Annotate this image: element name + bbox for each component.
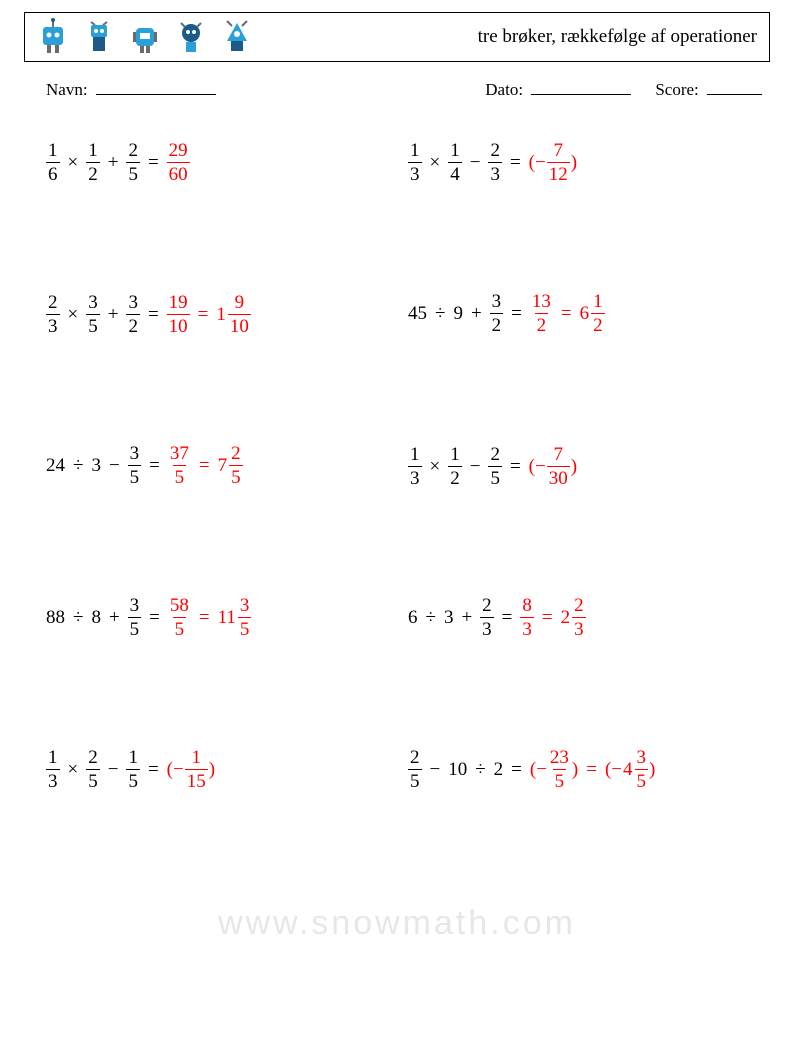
problems-grid: 16×12+25=2960 13×14−23=(−712) 23×35+32=191… [24,140,770,791]
expression: 13×25−15=(−115) [46,748,215,791]
problem-cell: 13×12−25=(−730) [408,444,770,488]
answer: 585=1135 [168,596,252,639]
problem-cell: 88÷8+35=585=1135 [46,596,408,639]
robot-e-icon [217,17,257,57]
name-label: Navn: [46,80,88,99]
worksheet-header: tre brøker, rækkefølge af operationer [24,12,770,62]
watermark: www.snowmath.com [0,904,794,943]
expression: 24÷3−35=375=725 [46,444,243,487]
robot-d-icon [171,17,211,57]
expression: 45÷9+32=132=612 [408,292,605,335]
problem-cell: 6÷3+23=83=223 [408,596,770,639]
robot-c-icon [125,17,165,57]
problem-row: 88÷8+35=585=1135 6÷3+23=83=223 [46,596,770,639]
answer: 2960 [167,141,190,184]
expression: 13×12−25=(−730) [408,445,577,488]
meta-row: Navn: Dato: Score: [24,80,770,100]
answer: 375=725 [168,444,243,487]
score-label: Score: [655,80,698,99]
answer: (−730) [529,445,577,488]
problem-row: 13×25−15=(−115) 25−10÷2=(−235)=(−435) [46,747,770,791]
problem-cell: 24÷3−35=375=725 [46,444,408,488]
problem-cell: 13×14−23=(−712) [408,140,770,184]
worksheet-title: tre brøker, rækkefølge af operationer [478,26,757,48]
problem-row: 16×12+25=2960 13×14−23=(−712) [46,140,770,184]
name-blank[interactable] [96,80,216,95]
date-blank[interactable] [531,80,631,95]
expression: 23×35+32=1910=1910 [46,293,251,336]
answer: (−235)=(−435) [530,748,655,791]
expression: 13×14−23=(−712) [408,141,577,184]
expression: 88÷8+35=585=1135 [46,596,251,639]
expression: 16×12+25=2960 [46,141,190,184]
answer: (−115) [167,748,215,791]
problem-cell: 16×12+25=2960 [46,140,408,184]
problem-cell: 13×25−15=(−115) [46,747,408,791]
robot-icon-row [33,17,257,57]
problem-cell: 23×35+32=1910=1910 [46,292,408,336]
problem-cell: 25−10÷2=(−235)=(−435) [408,747,770,791]
expression: 6÷3+23=83=223 [408,596,586,639]
date-label: Dato: [485,80,523,99]
answer: (−712) [529,141,577,184]
answer: 83=223 [520,596,585,639]
answer: 1910=1910 [167,293,251,336]
problem-row: 23×35+32=1910=1910 45÷9+32=132=612 [46,292,770,336]
score-blank[interactable] [707,80,762,95]
problem-row: 24÷3−35=375=725 13×12−25=(−730) [46,444,770,488]
problem-cell: 45÷9+32=132=612 [408,292,770,336]
expression: 25−10÷2=(−235)=(−435) [408,748,655,791]
answer: 132=612 [530,292,605,335]
robot-a-icon [33,17,73,57]
robot-b-icon [79,17,119,57]
